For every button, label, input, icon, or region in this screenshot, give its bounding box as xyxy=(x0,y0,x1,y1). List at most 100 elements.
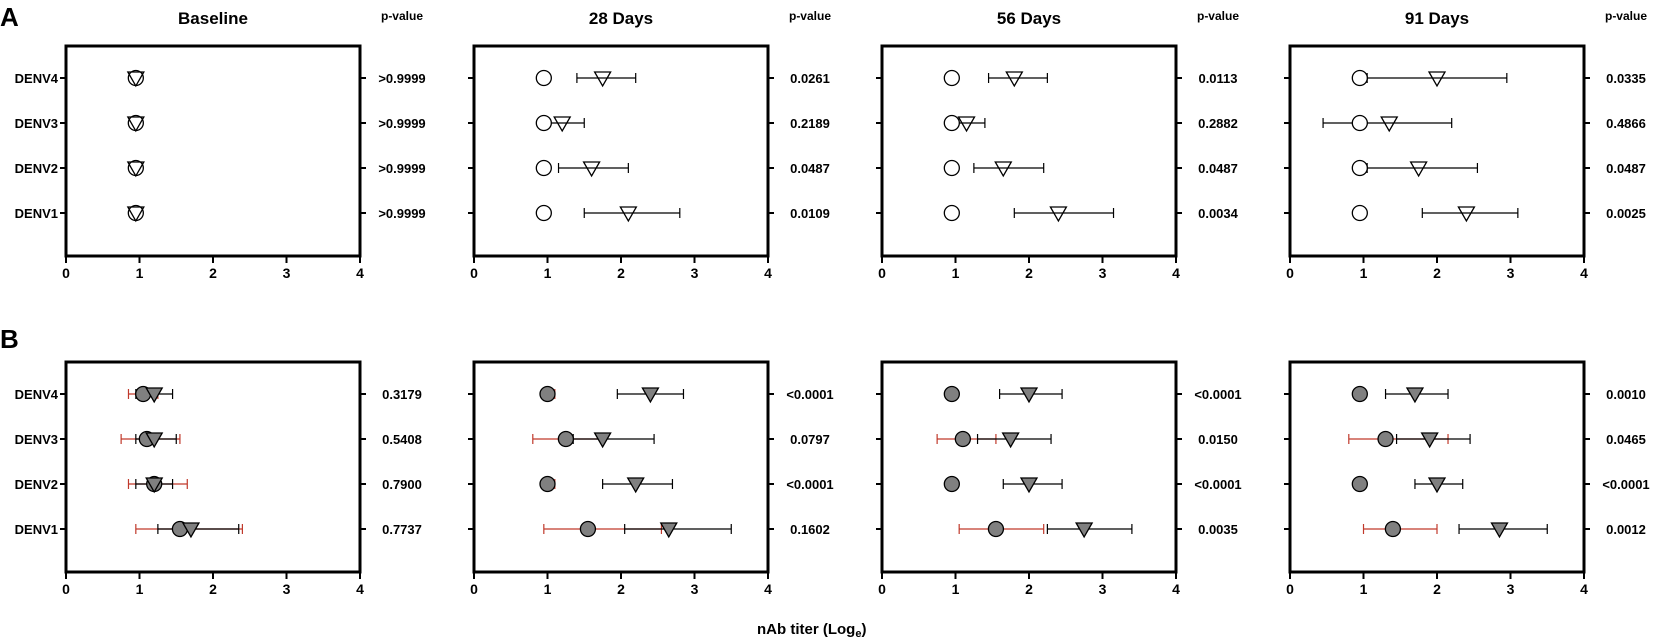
triangle-point xyxy=(659,522,678,539)
triangle-point xyxy=(145,432,164,449)
x-tick-label: 3 xyxy=(1099,265,1107,281)
pvalue-label: 0.7737 xyxy=(382,522,422,537)
circle-point xyxy=(943,204,960,222)
pvalue-label: 0.0261 xyxy=(790,71,830,86)
x-tick-label: 0 xyxy=(470,581,478,597)
circle-point xyxy=(535,159,552,177)
chart-panel-5: 0 1 2 3 4 DENV4 0.3179 DENV3 0.5408 DENV2 0.7900 DE… xyxy=(15,360,422,597)
triangle-point xyxy=(1019,477,1039,494)
triangle-point xyxy=(957,116,976,133)
chart-panel-2: 28 Days p-value 0 1 2 3 4 0.0261 0.2189 0.0487 0.0… xyxy=(468,9,831,281)
x-tick-label: 1 xyxy=(544,265,552,281)
pvalue-label: 0.0012 xyxy=(1606,522,1646,537)
circle-point xyxy=(535,69,552,87)
triangle-point xyxy=(619,206,638,223)
triangle-point xyxy=(181,522,201,539)
circle-point xyxy=(539,475,556,493)
x-tick-label: 3 xyxy=(1099,581,1107,597)
circle-point xyxy=(1351,114,1368,132)
triangle-point xyxy=(641,387,660,404)
x-tick-label: 2 xyxy=(617,265,625,281)
x-tick-label: 1 xyxy=(952,581,960,597)
chart-panel-7: 0 1 2 3 4 <0.0001 0.0150 <0.0001 0.0035 xyxy=(876,360,1242,597)
circle-point xyxy=(557,430,575,448)
triangle-point xyxy=(1075,522,1094,539)
triangle-point xyxy=(145,387,164,404)
circle-point xyxy=(954,430,971,448)
pvalue-label: 0.0035 xyxy=(1198,522,1238,537)
triangle-point xyxy=(1405,387,1425,404)
pvalue-label: 0.0025 xyxy=(1606,206,1646,221)
pvalue-label: >0.9999 xyxy=(378,116,425,131)
x-tick-label: 4 xyxy=(1172,265,1180,281)
category-label: DENV2 xyxy=(15,477,58,492)
triangle-point xyxy=(126,71,145,88)
triangle-point xyxy=(1019,387,1039,404)
category-label: DENV3 xyxy=(15,432,58,447)
circle-point xyxy=(943,385,960,403)
x-tick-label: 4 xyxy=(356,265,364,281)
pvalue-header: p-value xyxy=(381,9,423,23)
circle-point xyxy=(1351,204,1368,222)
circle-point xyxy=(1351,475,1368,493)
circle-point xyxy=(1351,159,1368,177)
chart-title: Baseline xyxy=(178,9,248,28)
x-tick-label: 1 xyxy=(952,265,960,281)
x-axis-label-main: nAb titer (Log xyxy=(757,621,855,638)
x-tick-label: 3 xyxy=(1507,581,1515,597)
triangle-point xyxy=(1420,432,1439,449)
x-tick-label: 4 xyxy=(764,581,772,597)
x-tick-label: 1 xyxy=(136,581,144,597)
x-tick-label: 0 xyxy=(878,581,886,597)
pvalue-label: >0.9999 xyxy=(378,161,425,176)
chart-panel-4: 91 Days p-value 0 1 2 3 4 0.0335 0.4866 0.0487 0.0… xyxy=(1284,9,1647,281)
category-label: DENV4 xyxy=(15,71,59,86)
triangle-point xyxy=(1457,206,1476,223)
chart-panel-6: 0 1 2 3 4 <0.0001 0.0797 <0.0001 0.1602 xyxy=(468,360,834,597)
x-axis-label-close: ) xyxy=(861,621,866,638)
pvalue-label: 0.2882 xyxy=(1198,116,1238,131)
circle-point xyxy=(943,69,960,87)
x-tick-label: 3 xyxy=(283,265,291,281)
circle-point xyxy=(1351,69,1368,87)
triangle-point xyxy=(553,116,572,133)
circle-point xyxy=(535,114,552,132)
circle-point xyxy=(943,475,960,493)
x-tick-label: 2 xyxy=(1433,581,1441,597)
circle-point xyxy=(1377,430,1394,448)
triangle-point xyxy=(582,161,601,178)
x-tick-label: 0 xyxy=(470,265,478,281)
x-tick-label: 3 xyxy=(691,581,699,597)
triangle-point xyxy=(1490,522,1509,539)
chart-panel-1: Baseline p-value 0 1 2 3 4 DENV4 >0.9999 DENV3 >0.… xyxy=(15,9,426,281)
circle-point xyxy=(943,114,960,132)
pvalue-label: 0.0487 xyxy=(1198,161,1238,176)
triangle-point xyxy=(1380,116,1399,133)
pvalue-label: 0.0797 xyxy=(790,432,830,447)
pvalue-label: 0.0034 xyxy=(1198,206,1239,221)
triangle-point xyxy=(145,477,164,494)
x-tick-label: 1 xyxy=(544,581,552,597)
x-tick-label: 0 xyxy=(1286,265,1294,281)
circle-point xyxy=(1384,520,1402,538)
triangle-point xyxy=(1049,206,1068,223)
x-tick-label: 0 xyxy=(1286,581,1294,597)
x-axis-label: nAb titer (Loge) xyxy=(757,621,866,640)
pvalue-label: 0.0335 xyxy=(1606,71,1646,86)
chart-title: 56 Days xyxy=(997,9,1061,28)
triangle-point xyxy=(1005,71,1024,88)
circle-point xyxy=(535,204,552,222)
x-tick-label: 4 xyxy=(356,581,364,597)
pvalue-label: 0.2189 xyxy=(790,116,830,131)
plot-area: Baseline p-value 0 1 2 3 4 DENV4 >0.9999 DENV3 >0.… xyxy=(15,9,1650,597)
pvalue-label: 0.5408 xyxy=(382,432,422,447)
chart-panel-3: 56 Days p-value 0 1 2 3 4 0.0113 0.2882 0.0487 0.0… xyxy=(876,9,1239,281)
pvalue-label: 0.0487 xyxy=(1606,161,1646,176)
x-tick-label: 4 xyxy=(1172,581,1180,597)
chart-title: 28 Days xyxy=(589,9,653,28)
x-tick-label: 4 xyxy=(1580,265,1588,281)
category-label: DENV4 xyxy=(15,387,59,402)
x-tick-label: 0 xyxy=(878,265,886,281)
triangle-point xyxy=(994,161,1013,178)
pvalue-label: >0.9999 xyxy=(378,71,425,86)
